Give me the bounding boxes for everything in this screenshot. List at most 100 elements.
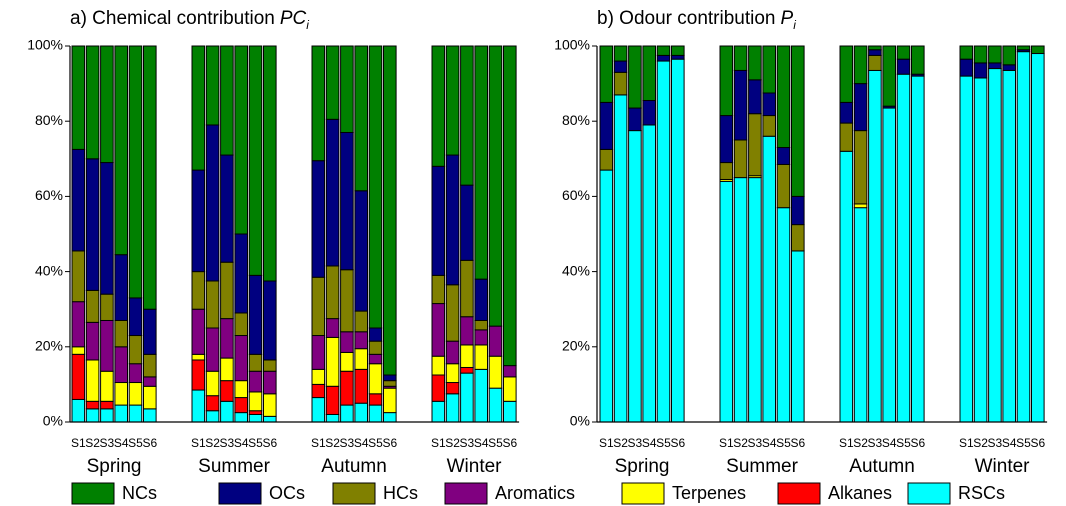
bar-segment: [325, 336, 340, 387]
legend-swatch: [332, 482, 376, 505]
y-tick-label: 60%: [562, 187, 590, 203]
x-tick-label: S5: [656, 436, 671, 450]
legend-swatch: [218, 482, 262, 505]
x-tick-label: S6: [262, 436, 277, 450]
bar-segment: [853, 45, 868, 85]
bar-segment: [896, 73, 911, 423]
bar-segment: [642, 45, 657, 102]
x-tick-label: S4: [762, 436, 777, 450]
bar-segment: [733, 45, 748, 71]
bar-segment: [671, 54, 685, 60]
x-tick-label: S6: [910, 436, 925, 450]
x-tick-label: S6: [670, 436, 685, 450]
bar-segment: [656, 60, 671, 423]
bar-segment: [234, 45, 248, 235]
y-tick-label: 0%: [43, 413, 63, 429]
bar-segment: [234, 412, 248, 423]
bar-segment: [220, 261, 234, 320]
bar-segment: [220, 357, 234, 382]
bar-segment: [143, 376, 157, 387]
bar-segment: [263, 280, 277, 361]
bar-segment: [1016, 51, 1031, 423]
bar-segment: [234, 397, 248, 414]
bar-segment: [143, 308, 157, 355]
bar-segment: [354, 310, 368, 333]
bar-segment: [896, 58, 911, 75]
bar-segment: [719, 45, 734, 117]
bar-segment: [868, 49, 882, 56]
bar-segment: [853, 203, 868, 209]
bar-segment: [354, 45, 368, 192]
bar-segment: [896, 45, 911, 60]
y-tick-label: 20%: [35, 338, 63, 354]
bar-segment: [853, 130, 868, 205]
x-tick-label: S4: [1002, 436, 1017, 450]
bar-segment: [503, 365, 517, 378]
x-tick-label: S1: [191, 436, 206, 450]
legend-label: OCs: [269, 483, 305, 503]
bar-segment: [460, 45, 474, 186]
bar-segment: [263, 370, 277, 395]
bar-segment: [311, 45, 326, 162]
group-label: Autumn: [321, 456, 386, 477]
bar-segment: [460, 184, 474, 261]
bar-segment: [100, 293, 114, 321]
bar-segment: [340, 331, 354, 353]
bar-segment: [1002, 64, 1017, 71]
bar-segment: [445, 340, 460, 365]
legend-label: RSCs: [958, 483, 1005, 503]
bar-segment: [205, 410, 220, 423]
bar-segment: [748, 113, 762, 177]
bar-segment: [263, 45, 277, 282]
legend-label: Alkanes: [828, 483, 892, 503]
bar-segment: [191, 353, 206, 361]
bar-segment: [445, 45, 460, 156]
x-tick-label: S2: [733, 436, 748, 450]
bar-segment: [340, 370, 354, 406]
bar-segment: [114, 45, 129, 256]
x-tick-label: S4: [354, 436, 369, 450]
bar-segment: [503, 400, 517, 423]
bar-segment: [733, 177, 748, 423]
bar-segment: [128, 335, 143, 365]
bar-segment: [445, 284, 460, 342]
bar-segment: [719, 162, 734, 180]
y-tick-label: 100%: [554, 37, 590, 53]
bar-segment: [191, 45, 206, 171]
y-tick-label: 80%: [562, 112, 590, 128]
bar-segment: [311, 335, 326, 370]
bar-segment: [460, 366, 474, 374]
bar-segment: [354, 331, 368, 350]
bar-segment: [613, 71, 628, 96]
x-tick-label: S5: [488, 436, 503, 450]
bar-segment: [671, 45, 685, 56]
bar-segment: [325, 265, 340, 320]
bar-segment: [719, 115, 734, 164]
bar-segment: [599, 101, 614, 150]
title-subscript: i: [306, 18, 309, 32]
bar-segment: [248, 413, 263, 423]
bar-segment: [1002, 69, 1017, 423]
bar-segment: [114, 319, 129, 348]
bar-segment: [628, 45, 642, 109]
bar-segment: [474, 344, 488, 370]
bar-segment: [85, 400, 100, 410]
x-tick-label: S2: [445, 436, 460, 450]
bar-segment: [114, 254, 129, 321]
bar-segment: [248, 391, 263, 412]
bar-segment: [71, 45, 86, 150]
x-tick-label: S2: [973, 436, 988, 450]
bar-segment: [776, 163, 791, 209]
legend-swatch: [444, 482, 488, 505]
bar-segment: [248, 410, 263, 415]
bar-segment: [220, 318, 234, 359]
x-tick-label: S4: [234, 436, 249, 450]
group-label: Summer: [198, 456, 270, 477]
bar-segment: [100, 45, 114, 164]
bar-segment: [474, 319, 488, 331]
bar-segment: [340, 351, 354, 372]
bar-segment: [263, 393, 277, 417]
bar-segment: [354, 402, 368, 423]
x-tick-label: S1: [599, 436, 614, 450]
bar-segment: [143, 353, 157, 378]
